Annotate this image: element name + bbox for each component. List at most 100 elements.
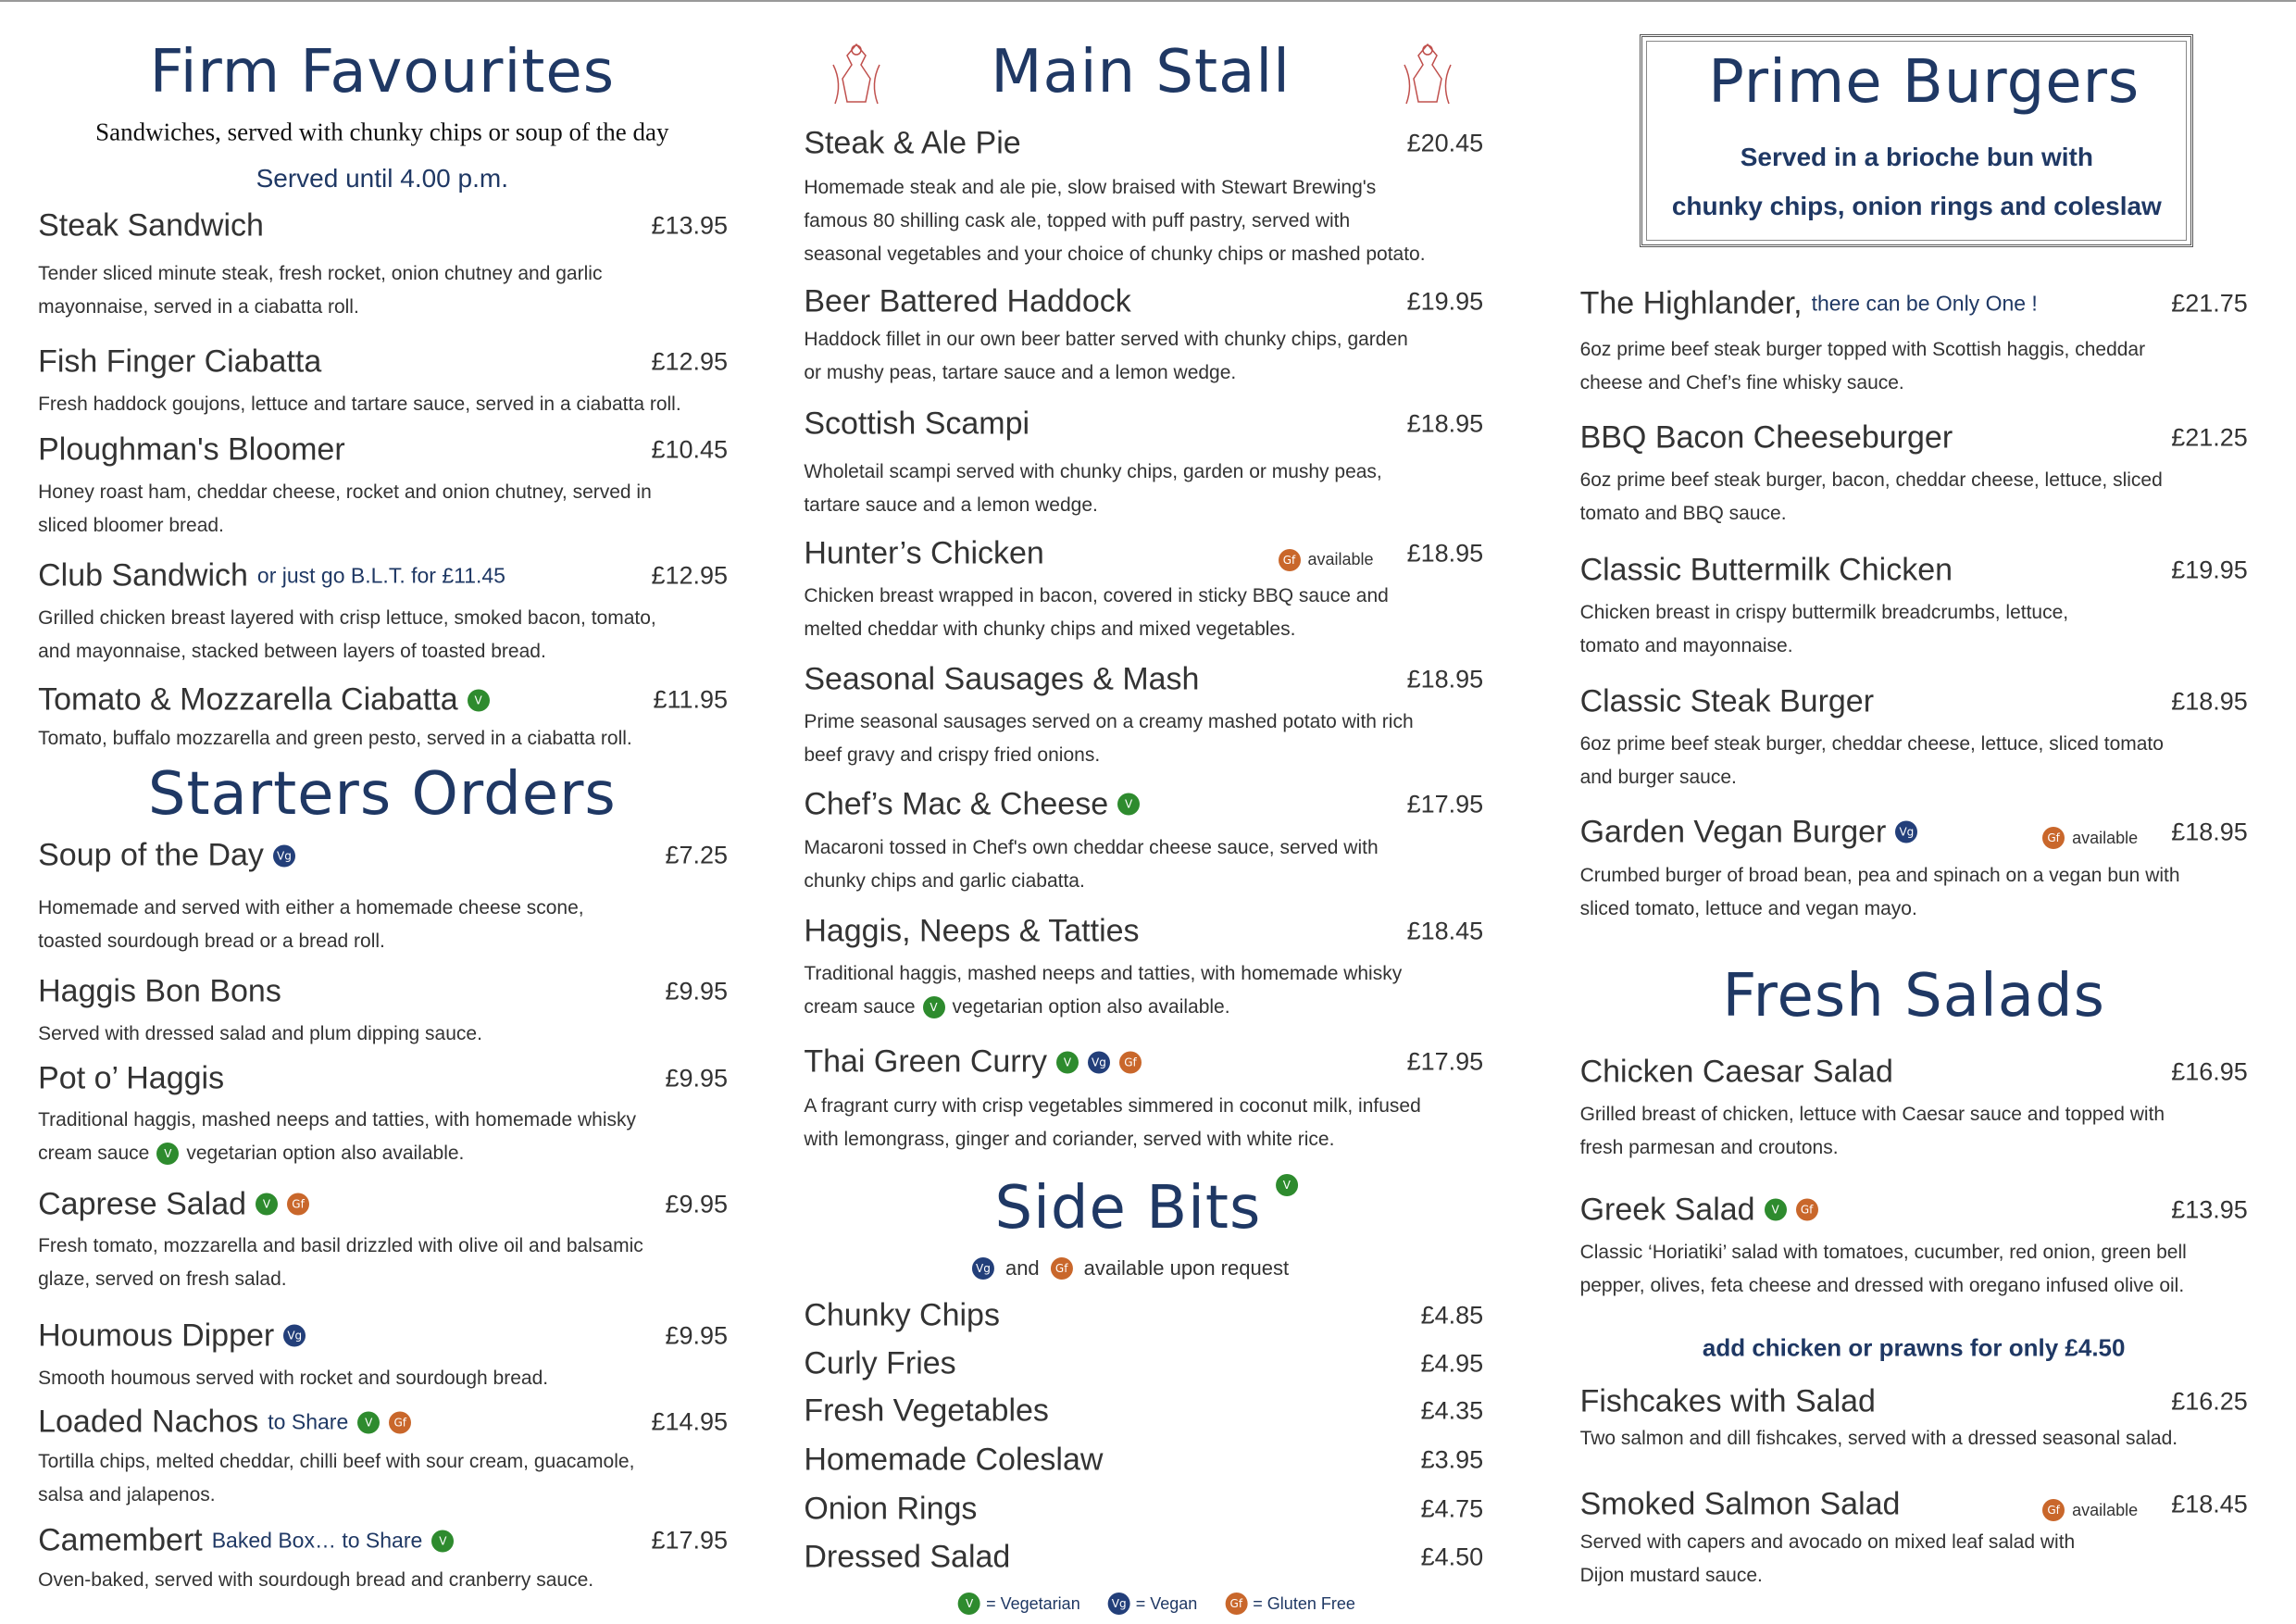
item-description: and mayonnaise, stacked between layers o… — [38, 641, 546, 663]
item-name: Dressed Salad — [804, 1539, 1011, 1575]
item-name-row: Fresh Vegetables — [804, 1393, 1049, 1429]
item-price: £9.95 — [665, 977, 729, 1006]
text: Tomato, buffalo mozzarella and green pes… — [38, 727, 632, 749]
item-name: The Highlander, — [1579, 285, 1803, 321]
item-suffix: or just go B.L.T. for £11.45 — [256, 563, 505, 588]
diet-badge: Gf — [1050, 1257, 1073, 1280]
item-name-row: Hunter’s Chicken — [804, 536, 1044, 572]
diet-badge: Gf — [389, 1411, 412, 1434]
text: melted cheddar with chunky chips and mix… — [804, 618, 1296, 641]
item-description: mayonnaise, served in a ciabatta roll. — [38, 296, 359, 319]
section-title: Starters Orders — [147, 759, 617, 829]
item-price: £20.45 — [1406, 129, 1484, 157]
tag-text: available — [2072, 1500, 2139, 1519]
item-description: Traditional haggis, mashed neeps and tat… — [804, 963, 1402, 985]
item-name-row: Onion Rings — [804, 1491, 977, 1527]
item-price: £16.25 — [2171, 1387, 2248, 1416]
item-description: sliced bloomer bread. — [38, 515, 224, 537]
item-price: £18.45 — [1406, 917, 1484, 945]
item-price: £19.95 — [2171, 556, 2248, 584]
key-text: = Vegetarian — [986, 1593, 1080, 1613]
item-price: £21.25 — [2171, 423, 2248, 452]
item-name: Steak Sandwich — [38, 207, 264, 244]
item-name: Haggis Bon Bons — [38, 973, 281, 1009]
text: beef gravy and crispy fried onions. — [804, 744, 1101, 767]
item-price: £18.95 — [2171, 818, 2248, 846]
item-suffix: to Share — [268, 1409, 349, 1434]
item-name-row: Classic Steak Burger — [1580, 684, 1874, 720]
diet-badge: Vg — [1087, 1051, 1110, 1074]
text: Fresh tomato, mozzarella and basil drizz… — [38, 1235, 643, 1257]
key-text: = Gluten Free — [1253, 1593, 1355, 1613]
item-name: BBQ Bacon Cheeseburger — [1579, 419, 1953, 456]
item-description: Chicken breast wrapped in bacon, covered… — [804, 585, 1389, 607]
tag-text: available — [1307, 550, 1374, 569]
section-title-row: Main Stall — [991, 38, 1291, 106]
section-title: Firm Favourites — [149, 37, 616, 106]
section-title: Main Stall — [991, 37, 1291, 106]
text: 6oz prime beef steak burger, cheddar che… — [1579, 732, 2164, 755]
text: tomato and mayonnaise. — [1579, 634, 1793, 656]
item-name: Club Sandwich — [38, 557, 248, 593]
item-price: £16.95 — [2171, 1057, 2248, 1086]
diet-badge: V — [922, 996, 945, 1019]
text: cream sauce — [38, 1143, 150, 1165]
section-title: Prime Burgers — [1708, 47, 2140, 117]
item-name-row: Steak Sandwich — [38, 207, 264, 244]
item-price: £9.95 — [665, 1064, 729, 1092]
item-name: Loaded Nachos — [38, 1404, 259, 1440]
item-name-row: Thai Green Curry V Vg Gf — [804, 1044, 1142, 1081]
item-description: Homemade steak and ale pie, slow braised… — [804, 177, 1376, 199]
item-price: £10.45 — [651, 435, 729, 464]
text: Traditional haggis, mashed neeps and tat… — [38, 1109, 637, 1131]
crest-right — [1404, 43, 1452, 105]
item-name-row: Garden Vegan Burger Vg — [1580, 814, 1918, 850]
item-description: beef gravy and crispy fried onions. — [804, 744, 1100, 767]
item-name: Chef’s Mac & Cheese — [804, 786, 1109, 822]
item-description: tartare sauce and a lemon wedge. — [804, 494, 1098, 517]
text: A fragrant curry with crisp vegetables s… — [804, 1094, 1421, 1117]
item-name: Caprese Salad — [38, 1186, 247, 1222]
item-name-row: Chunky Chips — [804, 1297, 1000, 1333]
section-title-row: Firm Favourites — [150, 38, 615, 106]
diet-badge: V — [958, 1593, 981, 1616]
item-description: famous 80 shilling cask ale, topped with… — [804, 210, 1350, 232]
item-price: £18.95 — [1406, 665, 1484, 693]
item-suffix: there can be Only One ! — [1811, 291, 2038, 316]
item-name-row: Chef’s Mac & Cheese V — [804, 786, 1141, 822]
section-subtitle: chunky chips, onion rings and coleslaw — [1671, 192, 2162, 221]
tag-text: available — [2072, 828, 2139, 847]
text: Tender sliced minute steak, fresh rocket… — [38, 263, 603, 285]
diet-badge: V — [1764, 1198, 1787, 1221]
item-name-row: Scottish Scampi — [804, 406, 1029, 442]
item-name-row: Homemade Coleslaw — [804, 1443, 1103, 1479]
item-price: £4.50 — [1420, 1543, 1484, 1571]
text: cream sauce — [804, 996, 916, 1018]
item-price: £17.95 — [651, 1526, 729, 1555]
item-price: £18.95 — [1406, 539, 1484, 568]
diet-badge: V — [1276, 1174, 1299, 1197]
item-price: £3.95 — [1420, 1445, 1484, 1474]
text: glaze, served on fresh salad. — [38, 1268, 287, 1291]
item-name-row: Smoked Salmon Salad — [1580, 1486, 1901, 1522]
section-title: Side Bits — [994, 1174, 1262, 1243]
item-name: Hunter’s Chicken — [804, 535, 1044, 571]
item-name: Camembert — [38, 1522, 203, 1558]
item-description: glaze, served on fresh salad. — [38, 1268, 287, 1291]
item-name-row: Dressed Salad — [804, 1539, 1010, 1575]
text: seasonal vegetables and your choice of c… — [804, 243, 1426, 265]
item-price: £18.45 — [2171, 1490, 2248, 1518]
item-description: chunky chips and garlic ciabatta. — [804, 870, 1085, 893]
section-title: Fresh Salads — [1722, 961, 2105, 1031]
key-entry: V = Vegetarian — [958, 1593, 1080, 1616]
item-price: £4.35 — [1420, 1396, 1484, 1425]
text: and — [1004, 1256, 1040, 1280]
item-description: 6oz prime beef steak burger topped with … — [1580, 339, 2146, 361]
item-name: Houmous Dipper — [38, 1318, 275, 1354]
text: Macaroni tossed in Chef's own cheddar ch… — [804, 837, 1379, 859]
item-description: A fragrant curry with crisp vegetables s… — [804, 1095, 1420, 1118]
item-description: Dijon mustard sauce. — [1580, 1565, 1763, 1587]
text: Served with dressed salad and plum dippi… — [38, 1023, 482, 1045]
item-price: £18.95 — [1406, 409, 1484, 437]
